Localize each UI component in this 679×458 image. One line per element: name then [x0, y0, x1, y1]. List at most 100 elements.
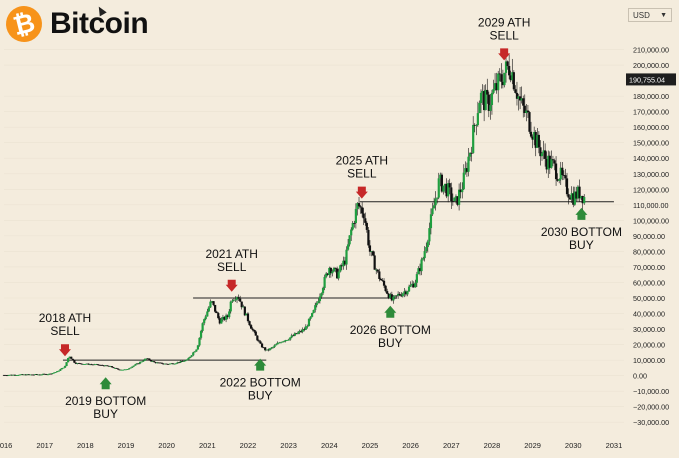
- y-tick-label: 50,000.00: [633, 294, 665, 303]
- candle-body: [489, 105, 492, 111]
- candle-body: [387, 293, 390, 299]
- candle-body: [145, 358, 148, 360]
- candle-body: [7, 375, 10, 376]
- candle-body: [228, 311, 231, 318]
- candle-body: [551, 159, 555, 161]
- candle-body: [417, 268, 420, 275]
- candle-body: [49, 373, 53, 375]
- candle-body: [203, 319, 206, 324]
- candle-body: [448, 183, 451, 188]
- candle-body: [487, 94, 490, 111]
- annotation-label: BUY: [93, 407, 118, 421]
- candle-body: [550, 159, 553, 168]
- candle-body: [528, 112, 531, 132]
- y-tick-label: 0.00: [633, 372, 647, 381]
- candle-body: [143, 359, 146, 361]
- candle-body: [420, 259, 423, 272]
- candle-body: [20, 374, 23, 376]
- candle-body: [167, 364, 170, 365]
- candle-body: [104, 365, 107, 367]
- candle-body: [60, 368, 63, 370]
- candle-body: [458, 189, 461, 205]
- candle-body: [232, 299, 235, 301]
- candle-body: [71, 358, 74, 361]
- y-tick-label: 200,000.00: [633, 61, 669, 70]
- candle-body: [18, 374, 21, 376]
- annotation-label: 2022 BOTTOM: [220, 376, 301, 390]
- candle-body: [63, 366, 67, 368]
- candle-body: [184, 360, 187, 362]
- candle-body: [157, 362, 160, 364]
- candle-body: [459, 189, 462, 193]
- candle-body: [373, 255, 376, 270]
- candle-body: [411, 283, 414, 286]
- grid-layer: [4, 49, 624, 423]
- candle-body: [553, 160, 556, 164]
- candle-body: [54, 372, 57, 373]
- candle-body: [218, 318, 221, 324]
- candle-body: [404, 291, 408, 295]
- candle-body: [531, 136, 534, 140]
- candle-body: [85, 363, 88, 365]
- sell-arrow-icon: [498, 48, 511, 61]
- currency-label: USD: [633, 11, 650, 20]
- candle-body: [207, 307, 210, 312]
- candle-body: [364, 218, 367, 223]
- candle-body: [6, 375, 9, 377]
- candle-body: [529, 131, 533, 137]
- candle-body: [74, 362, 78, 364]
- candle-body: [426, 241, 429, 248]
- candle-body: [12, 374, 15, 376]
- candle-body: [32, 374, 35, 376]
- candle-body: [442, 185, 445, 192]
- candle-body: [153, 361, 156, 363]
- candle-body: [581, 195, 584, 204]
- x-tick-label: 2026: [402, 441, 419, 450]
- candle-body: [367, 229, 370, 246]
- candles: [2, 53, 586, 377]
- candle-body: [245, 313, 248, 316]
- candle-body: [9, 374, 12, 376]
- candle-body: [386, 291, 389, 294]
- candle-body: [315, 302, 318, 306]
- candle-body: [99, 364, 103, 366]
- candle-body: [51, 373, 54, 374]
- candle-body: [131, 366, 134, 368]
- candle-body: [307, 318, 311, 327]
- candle-body: [185, 359, 189, 361]
- y-tick-label: −20,000.00: [633, 403, 669, 412]
- candle-body: [56, 371, 59, 373]
- candle-body: [467, 156, 470, 172]
- candle-body: [304, 326, 307, 330]
- candle-body: [540, 153, 544, 157]
- candle-body: [260, 343, 264, 348]
- candle-body: [573, 191, 576, 205]
- candle-body: [486, 89, 489, 95]
- candle-body: [565, 178, 569, 195]
- candle-body: [312, 310, 315, 314]
- candle-body: [160, 362, 164, 364]
- x-tick-label: 2030: [565, 441, 582, 450]
- candle-body: [79, 363, 82, 365]
- currency-selector[interactable]: USD ▼: [628, 8, 672, 22]
- candle-body: [259, 341, 262, 344]
- candle-body: [539, 147, 542, 157]
- candle-body: [26, 374, 29, 376]
- candle-body: [159, 362, 162, 364]
- candle-body: [440, 174, 444, 192]
- current-price-label: 190,755.04: [629, 75, 665, 84]
- candle-body: [468, 152, 472, 157]
- candle-body: [398, 293, 401, 296]
- bitcoin-coin-icon: ₿: [2, 2, 46, 46]
- candle-body: [239, 298, 242, 302]
- candle-body: [422, 258, 425, 260]
- candle-body: [179, 361, 182, 363]
- y-tick-label: −10,000.00: [633, 387, 669, 396]
- candle-body: [206, 311, 209, 317]
- candle-body: [357, 203, 361, 207]
- candle-body: [76, 363, 79, 364]
- candle-body: [96, 364, 99, 366]
- candle-body: [498, 73, 501, 75]
